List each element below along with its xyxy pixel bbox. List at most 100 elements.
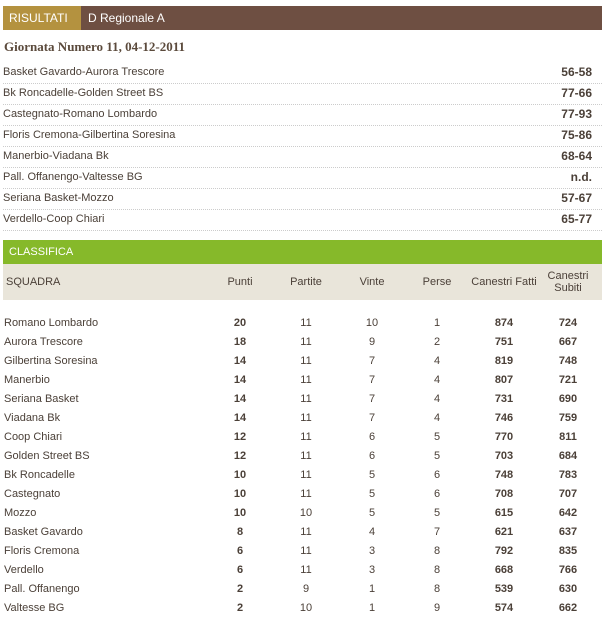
result-row: Manerbio-Viadana Bk 68-64 xyxy=(3,146,602,168)
stat-cell: 11 xyxy=(300,412,312,424)
stat-cell: 3 xyxy=(368,564,376,576)
stat-cell: 11 xyxy=(300,545,312,557)
stat-cell: 731 xyxy=(494,393,514,405)
team-name: Mozzo xyxy=(4,507,37,519)
team-name: Verdello xyxy=(4,564,44,576)
team-name: Basket Gavardo xyxy=(4,526,83,538)
stat-cell: 11 xyxy=(300,488,312,500)
standing-row: Golden Street BS 12 11 6 5 703 684 xyxy=(3,447,602,466)
stat-cell: 8 xyxy=(433,545,441,557)
stat-cell: 6 xyxy=(433,469,441,481)
stat-cell: 20 xyxy=(233,317,247,329)
stat-cell: 4 xyxy=(368,526,376,538)
stat-cell: 811 xyxy=(559,431,577,443)
match: Floris Cremona-Gilbertina Soresina xyxy=(3,129,176,141)
stat-cell: 10 xyxy=(233,507,247,519)
column-header: Partite xyxy=(290,276,322,288)
tab[interactable]: RISULTATI xyxy=(3,6,81,30)
stat-cell: 14 xyxy=(233,374,247,386)
team-name: Manerbio xyxy=(4,374,50,386)
match: Pall. Offanengo-Valtesse BG xyxy=(3,171,143,183)
score: 68-64 xyxy=(561,149,592,163)
team-name: Golden Street BS xyxy=(4,450,90,462)
stat-cell: 11 xyxy=(300,431,312,443)
team-name: Gilbertina Soresina xyxy=(4,355,98,367)
stat-cell: 10 xyxy=(233,488,247,500)
standing-row: Bk Roncadelle 10 11 5 6 748 783 xyxy=(3,466,602,485)
stat-cell: 7 xyxy=(368,374,376,386)
column-header: SQUADRA xyxy=(6,276,61,288)
score: 75-86 xyxy=(561,128,592,142)
stat-cell: 748 xyxy=(494,469,514,481)
stat-cell: 7 xyxy=(433,526,441,538)
table-header: SQUADRA Punti Partite Vinte Perse Canestri Fa… xyxy=(3,264,602,300)
stat-cell: 2 xyxy=(433,336,441,348)
stat-cell: 703 xyxy=(494,450,514,462)
stat-cell: 8 xyxy=(433,583,441,595)
standing-row: Aurora Trescore 18 11 9 2 751 667 xyxy=(3,333,602,352)
stat-cell: 6 xyxy=(368,431,376,443)
stat-cell: 721 xyxy=(558,374,578,386)
stat-cell: 11 xyxy=(300,393,312,405)
stat-cell: 10 xyxy=(299,507,313,519)
result-row: Basket Gavardo-Aurora Trescore 56-58 xyxy=(3,62,602,84)
stat-cell: 5 xyxy=(433,431,441,443)
standing-row: Pall. Offanengo 2 9 1 8 539 630 xyxy=(3,580,602,599)
stat-cell: 759 xyxy=(558,412,578,424)
stat-cell: 1 xyxy=(368,602,376,614)
stat-cell: 819 xyxy=(494,355,514,367)
stat-cell: 7 xyxy=(368,355,376,367)
stat-cell: 9 xyxy=(302,583,310,595)
team-name: Pall. Offanengo xyxy=(4,583,80,595)
standing-row: Manerbio 14 11 7 4 807 721 xyxy=(3,371,602,390)
result-row: Floris Cremona-Gilbertina Soresina 75-86 xyxy=(3,125,602,147)
stat-cell: 748 xyxy=(558,355,578,367)
score: 56-58 xyxy=(561,65,592,79)
stat-cell: 11 xyxy=(300,336,312,348)
standing-row: Basket Gavardo 8 11 4 7 621 637 xyxy=(3,523,602,542)
stat-cell: 684 xyxy=(558,450,578,462)
stat-cell: 2 xyxy=(236,583,244,595)
team-name: Aurora Trescore xyxy=(4,336,83,348)
stat-cell: 11 xyxy=(300,564,312,576)
stat-cell: 2 xyxy=(236,602,244,614)
stat-cell: 766 xyxy=(558,564,578,576)
stat-cell: 6 xyxy=(433,488,441,500)
result-row: Castegnato-Romano Lombardo 77-93 xyxy=(3,104,602,126)
stat-cell: 746 xyxy=(494,412,514,424)
stat-cell: 637 xyxy=(558,526,578,538)
stat-cell: 14 xyxy=(233,412,247,424)
result-row: Bk Roncadelle-Golden Street BS 77-66 xyxy=(3,83,602,105)
stat-cell: 835 xyxy=(558,545,578,557)
match: Basket Gavardo-Aurora Trescore xyxy=(3,66,165,78)
stat-cell: 9 xyxy=(368,336,376,348)
stat-cell: 6 xyxy=(368,450,376,462)
stat-cell: 11 xyxy=(300,374,312,386)
stat-cell: 807 xyxy=(494,374,514,386)
stat-cell: 574 xyxy=(494,602,514,614)
score: 57-67 xyxy=(561,191,592,205)
stat-cell: 708 xyxy=(494,488,514,500)
match: Manerbio-Viadana Bk xyxy=(3,150,109,162)
stat-cell: 783 xyxy=(558,469,578,481)
stat-cell: 7 xyxy=(368,412,376,424)
stat-cell: 8 xyxy=(236,526,244,538)
standing-row: Mozzo 10 10 5 5 615 642 xyxy=(3,504,602,523)
match: Castegnato-Romano Lombardo xyxy=(3,108,158,120)
column-header: Perse xyxy=(422,276,452,288)
stat-cell: 1 xyxy=(368,583,376,595)
stat-cell: 14 xyxy=(233,393,247,405)
standing-row: Floris Cremona 6 11 3 8 792 835 xyxy=(3,542,602,561)
team-name: Bk Roncadelle xyxy=(4,469,75,481)
stat-cell: 5 xyxy=(368,507,376,519)
stat-cell: 7 xyxy=(368,393,376,405)
standing-row: Castegnato 10 11 5 6 708 707 xyxy=(3,485,602,504)
stat-cell: 724 xyxy=(558,317,578,329)
stat-cell: 539 xyxy=(494,583,514,595)
team-name: Coop Chiari xyxy=(4,431,63,443)
stat-cell: 621 xyxy=(494,526,514,538)
round-title: Giornata Numero 11, 04-12-2011 xyxy=(4,39,186,54)
score: 65-77 xyxy=(561,212,592,226)
score: 77-93 xyxy=(561,107,592,121)
stat-cell: 12 xyxy=(233,450,247,462)
